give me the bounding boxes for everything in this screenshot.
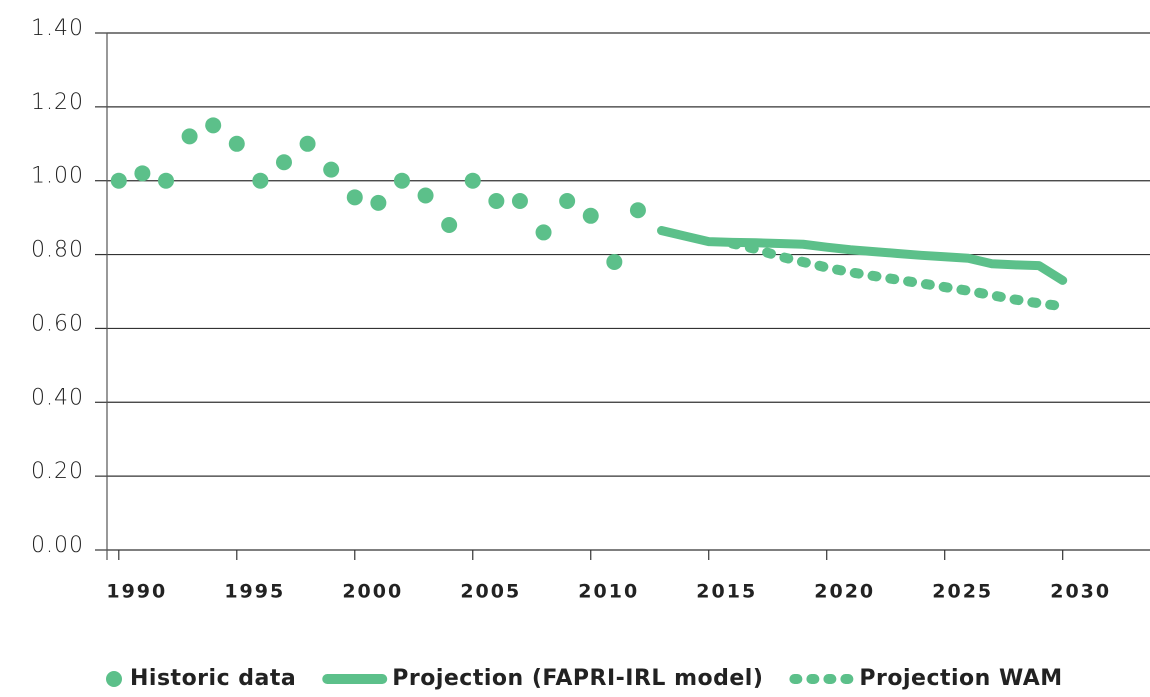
y-tick-label: 0.40: [31, 385, 84, 410]
y-tick-label: 1.40: [31, 16, 84, 41]
legend-label: Projection (FAPRI-IRL model): [392, 666, 763, 691]
data-point: [535, 224, 552, 241]
series-line: [727, 238, 1068, 312]
data-point: [441, 217, 458, 234]
data-point: [582, 207, 599, 224]
x-tick-label: 2030: [1050, 581, 1111, 603]
data-point: [511, 193, 528, 210]
y-tick-label: 1.20: [31, 90, 84, 115]
y-tick-label: 0.60: [31, 311, 84, 336]
data-point: [606, 253, 623, 270]
data-point: [488, 193, 505, 210]
x-tick-label: 2020: [814, 581, 875, 603]
data-point: [110, 172, 127, 189]
x-tick-label: 1995: [224, 581, 285, 603]
x-tick-label: 2025: [932, 581, 993, 603]
data-point: [181, 128, 198, 145]
data-point: [346, 189, 363, 206]
data-point: [205, 117, 222, 134]
data-point: [134, 165, 151, 182]
legend-marker: [106, 671, 122, 687]
data-point: [299, 135, 316, 152]
x-tick-label: 2015: [696, 581, 757, 603]
data-point: [252, 172, 269, 189]
data-point: [228, 135, 245, 152]
data-point: [393, 172, 410, 189]
data-point: [464, 172, 481, 189]
y-tick-label: 1.00: [31, 164, 84, 189]
x-tick-label: 2005: [460, 581, 521, 603]
x-tick-label: 2010: [578, 581, 639, 603]
y-tick-label: 0.20: [31, 459, 84, 484]
data-point: [275, 154, 292, 171]
data-point: [323, 161, 340, 178]
data-point: [559, 193, 576, 210]
x-tick-label: 2000: [342, 581, 403, 603]
data-point: [157, 172, 174, 189]
legend-label: Historic data: [130, 666, 296, 691]
data-point: [417, 187, 434, 204]
x-tick-label: 1990: [106, 581, 167, 603]
y-tick-label: 0.80: [31, 238, 84, 263]
legend-label: Projection WAM: [859, 666, 1062, 691]
data-point: [629, 202, 646, 219]
y-tick-label: 0.00: [31, 533, 84, 558]
data-point: [370, 194, 387, 211]
